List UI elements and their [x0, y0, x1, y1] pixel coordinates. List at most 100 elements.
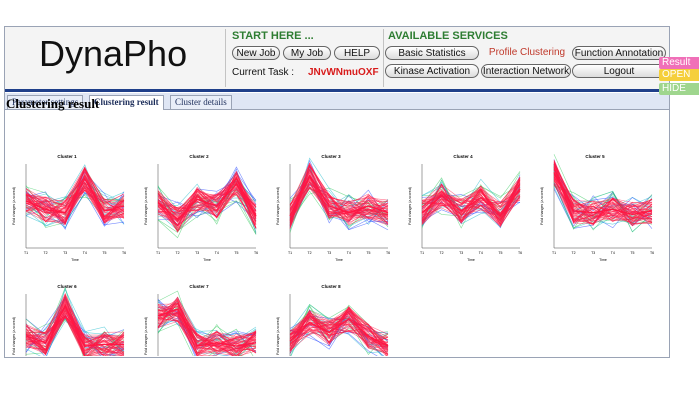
interaction-network-button[interactable]: Interaction Network: [481, 64, 571, 78]
chart-title: Cluster 6: [57, 284, 77, 289]
x-axis-label: Time: [71, 258, 79, 262]
x-tick-label: T1: [420, 251, 424, 255]
cluster-plot: Cluster 2 Fold changes (z-scored) Time T1 T2…: [144, 154, 258, 262]
x-tick-label: T4: [215, 251, 219, 255]
x-axis-label: Time: [599, 258, 607, 262]
basic-statistics-button[interactable]: Basic Statistics: [385, 46, 479, 60]
x-tick-label: T6: [254, 251, 258, 255]
x-axis-label: Time: [467, 258, 475, 262]
header-divider: [225, 29, 226, 87]
profile-lines: [25, 286, 125, 356]
x-tick-label: T3: [327, 251, 331, 255]
x-axis-label: Time: [203, 258, 211, 262]
chart-title: Cluster 1: [57, 154, 77, 159]
x-tick-label: T6: [650, 251, 654, 255]
tab-cluster-details[interactable]: Cluster details: [170, 95, 232, 109]
kinase-activation-button[interactable]: Kinase Activation: [385, 64, 479, 78]
cluster-plot: Cluster 4 Fold changes (z-scored) Time T1 T2…: [408, 154, 522, 262]
x-tick-label: T6: [386, 251, 390, 255]
profile-mean-line: [25, 304, 124, 347]
hide-side-tab[interactable]: HIDE: [659, 83, 699, 95]
x-tick-label: T2: [572, 251, 576, 255]
x-tick-label: T3: [459, 251, 463, 255]
chart-title: Cluster 2: [189, 154, 209, 159]
result-side-tab[interactable]: Result: [659, 57, 699, 69]
profile-mean-line: [421, 188, 521, 216]
my-job-button[interactable]: My Job: [283, 46, 331, 60]
chart-title: Cluster 5: [585, 154, 605, 159]
x-tick-label: T2: [440, 251, 444, 255]
tab-clustering-result[interactable]: Clustering result: [89, 95, 164, 110]
axis: [421, 164, 520, 249]
y-axis-label: Fold changes (z-scored): [408, 187, 412, 225]
x-tick-label: T5: [498, 251, 502, 255]
cluster-plot: Cluster 5 Fold changes (z-scored) Time T1 T2…: [540, 154, 654, 262]
chart-title: Cluster 7: [189, 284, 209, 289]
cluster-plot: Cluster 3 Fold changes (z-scored) Time T1 T2…: [276, 154, 390, 262]
axis: [553, 164, 652, 249]
x-tick-label: T3: [63, 251, 67, 255]
header: DynaPho START HERE ... New Job My Job HE…: [5, 27, 669, 92]
y-axis-label: Fold changes (z-scored): [144, 317, 148, 355]
profile-lines: [289, 157, 389, 233]
x-tick-label: T6: [122, 251, 126, 255]
chart-title: Cluster 3: [321, 154, 341, 159]
axis: [289, 164, 388, 249]
header-divider: [383, 29, 384, 87]
x-tick-label: T1: [156, 251, 160, 255]
app-window: DynaPho START HERE ... New Job My Job HE…: [4, 26, 670, 358]
x-axis-label: Time: [335, 258, 343, 262]
chart-title: Cluster 4: [453, 154, 473, 159]
x-tick-label: T2: [308, 251, 312, 255]
x-tick-label: T4: [347, 251, 351, 255]
tab-parameter-settings[interactable]: Parameter settings: [7, 95, 84, 109]
profile-lines: [553, 154, 653, 233]
start-section-title: START HERE ...: [232, 30, 314, 42]
new-job-button[interactable]: New Job: [232, 46, 280, 60]
y-axis-label: Fold changes (z-scored): [12, 187, 16, 225]
x-tick-label: T5: [234, 251, 238, 255]
axis: [25, 294, 27, 356]
x-tick-label: T1: [552, 251, 556, 255]
x-tick-label: T6: [518, 251, 522, 255]
axis: [157, 294, 159, 356]
x-tick-label: T5: [366, 251, 370, 255]
x-tick-label: T2: [44, 251, 48, 255]
y-axis-label: Fold changes (z-scored): [276, 317, 280, 355]
x-tick-label: T4: [479, 251, 483, 255]
profile-mean-line: [553, 172, 653, 216]
current-task-value: JNvWNmuOXF: [308, 67, 379, 78]
profile-clustering-link[interactable]: Profile Clustering: [488, 47, 566, 58]
y-axis-label: Fold changes (z-scored): [540, 187, 544, 225]
profile-mean-line: [157, 308, 257, 347]
y-axis-label: Fold changes (z-scored): [276, 187, 280, 225]
x-tick-label: T3: [591, 251, 595, 255]
app-logo: DynaPho: [39, 33, 188, 74]
axis: [25, 164, 124, 249]
profile-mean-line: [157, 183, 257, 221]
chart-title: Cluster 8: [321, 284, 341, 289]
services-section-title: AVAILABLE SERVICES: [388, 30, 508, 42]
x-tick-label: T1: [288, 251, 292, 255]
page-title: Clustering result: [6, 96, 100, 111]
x-tick-label: T4: [611, 251, 615, 255]
y-axis-label: Fold changes (z-scored): [12, 317, 16, 355]
x-tick-label: T2: [176, 251, 180, 255]
axis: [289, 294, 291, 356]
profile-lines: [157, 290, 257, 356]
x-tick-label: T1: [24, 251, 28, 255]
profile-mean-line: [289, 318, 389, 347]
profile-lines: [289, 304, 389, 356]
function-annotation-button[interactable]: Function Annotation: [572, 46, 666, 60]
x-tick-label: T3: [195, 251, 199, 255]
open-side-tab[interactable]: OPEN: [659, 69, 699, 81]
logout-button[interactable]: Logout: [572, 64, 666, 78]
tab-bar: Parameter settings Clustering result Clu…: [5, 93, 669, 110]
profile-mean-line: [289, 174, 389, 217]
help-button[interactable]: HELP: [334, 46, 380, 60]
profile-mean-line: [25, 177, 125, 214]
x-tick-label: T4: [83, 251, 87, 255]
